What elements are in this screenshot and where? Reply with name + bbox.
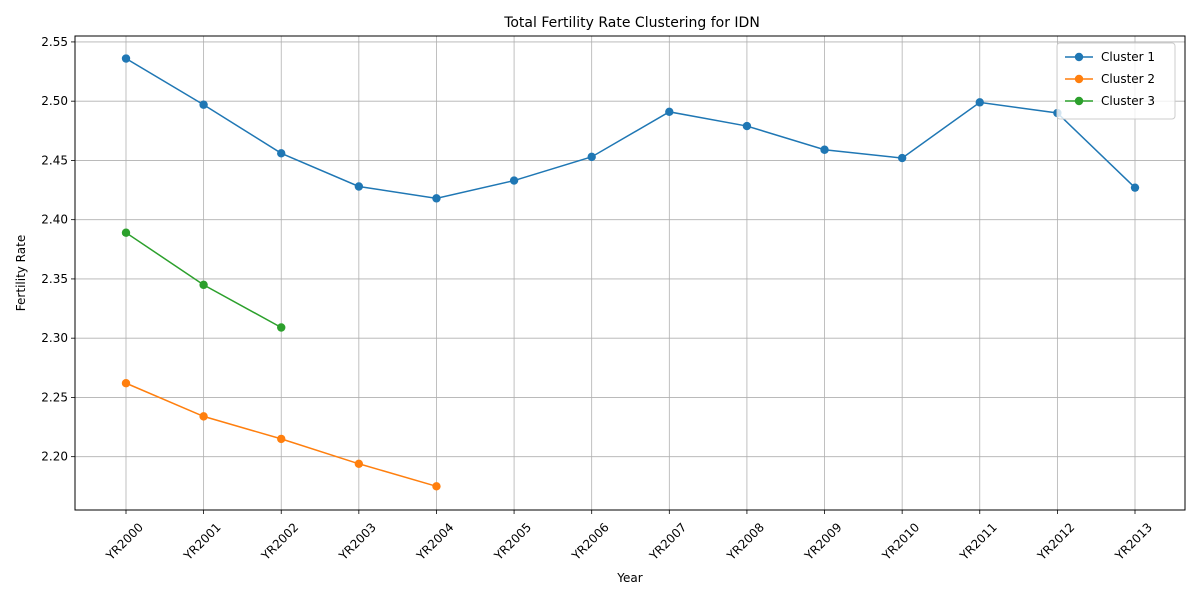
- data-point: [665, 107, 674, 117]
- data-point: [199, 280, 208, 290]
- series-line: [125, 57, 1136, 200]
- grid: [75, 36, 1185, 510]
- legend: Cluster 1 Cluster 2 Cluster 3: [1056, 42, 1176, 120]
- legend-label: Cluster 1: [1101, 50, 1155, 64]
- data-point: [820, 145, 829, 154]
- data-point: [509, 176, 519, 185]
- data-point: [277, 149, 286, 158]
- legend-marker: [1074, 96, 1084, 106]
- data-point: [897, 153, 907, 163]
- y-tick-label: 2.45: [41, 153, 68, 167]
- y-tick-label: 2.55: [41, 35, 68, 49]
- y-tick-label: 2.20: [41, 450, 68, 464]
- data-point: [277, 434, 286, 444]
- x-axis-label: Year: [616, 571, 642, 585]
- series-2: [121, 379, 441, 491]
- legend-marker: [1074, 74, 1084, 84]
- data-point: [121, 54, 131, 63]
- legend-marker: [1074, 52, 1084, 62]
- y-tick-label: 2.25: [41, 390, 68, 404]
- data-point: [277, 323, 286, 332]
- data-point: [432, 482, 441, 491]
- y-tick-label: 2.40: [41, 213, 68, 227]
- data-point: [199, 100, 208, 109]
- data-point: [587, 152, 596, 162]
- y-tick-label: 2.30: [41, 331, 68, 345]
- legend-box: [1056, 42, 1176, 120]
- y-tick-label: 2.35: [41, 272, 68, 286]
- legend-entry: Cluster 1: [1065, 50, 1155, 64]
- y-tick-label: 2.50: [41, 94, 68, 108]
- legend-label: Cluster 2: [1101, 72, 1155, 86]
- data-point: [354, 459, 364, 468]
- data-point: [742, 121, 752, 131]
- data-point: [199, 412, 208, 421]
- data-point: [975, 98, 984, 107]
- y-axis-label: Fertility Rate: [14, 235, 28, 311]
- data-point: [1130, 183, 1140, 192]
- legend-label: Cluster 3: [1101, 94, 1155, 108]
- data-point: [432, 194, 441, 203]
- plot-frame: [74, 35, 1186, 511]
- data-point: [121, 228, 131, 237]
- y-axis: 2.20 2.25 2.30 2.35 2.40 2.45 2.50 2.55: [41, 35, 75, 464]
- chart-title: Total Fertility Rate Clustering for IDN: [503, 15, 760, 31]
- data-point: [121, 379, 131, 388]
- legend-entry: Cluster 3: [1065, 94, 1155, 108]
- series-3: [121, 228, 286, 332]
- legend-entry: Cluster 2: [1065, 72, 1155, 86]
- data-point: [354, 182, 364, 191]
